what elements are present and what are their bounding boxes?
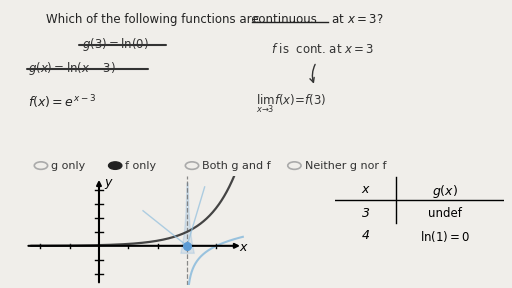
Text: $g(x)$: $g(x)$	[432, 183, 458, 200]
Text: f only: f only	[125, 161, 157, 170]
Circle shape	[109, 162, 122, 169]
Text: continuous: continuous	[252, 13, 317, 26]
Text: $g(x) = \ln(x - 3)$: $g(x) = \ln(x - 3)$	[28, 60, 116, 77]
Text: Both g and f: Both g and f	[202, 161, 271, 170]
Text: $x$: $x$	[361, 183, 371, 196]
Text: $f$ is  cont. at $x=3$: $f$ is cont. at $x=3$	[271, 42, 375, 56]
Text: g only: g only	[51, 161, 86, 170]
Text: $y$: $y$	[104, 177, 114, 191]
Text: at $x = 3$?: at $x = 3$?	[328, 13, 383, 26]
Text: $g(3) = \ln(0)$: $g(3) = \ln(0)$	[82, 36, 149, 53]
Text: undef: undef	[428, 207, 462, 220]
Text: $x$: $x$	[240, 241, 249, 254]
Text: Which of the following functions are: Which of the following functions are	[46, 13, 263, 26]
Text: 4: 4	[362, 230, 370, 242]
Text: $f(x) = e^{x-3}$: $f(x) = e^{x-3}$	[28, 94, 96, 111]
Text: $\ln(1) = 0$: $\ln(1) = 0$	[420, 230, 471, 245]
Text: 3: 3	[362, 207, 370, 220]
Text: Neither g nor f: Neither g nor f	[305, 161, 386, 170]
Text: $\lim_{x \to 3} f(x) = f(3)$: $\lim_{x \to 3} f(x) = f(3)$	[256, 92, 326, 115]
